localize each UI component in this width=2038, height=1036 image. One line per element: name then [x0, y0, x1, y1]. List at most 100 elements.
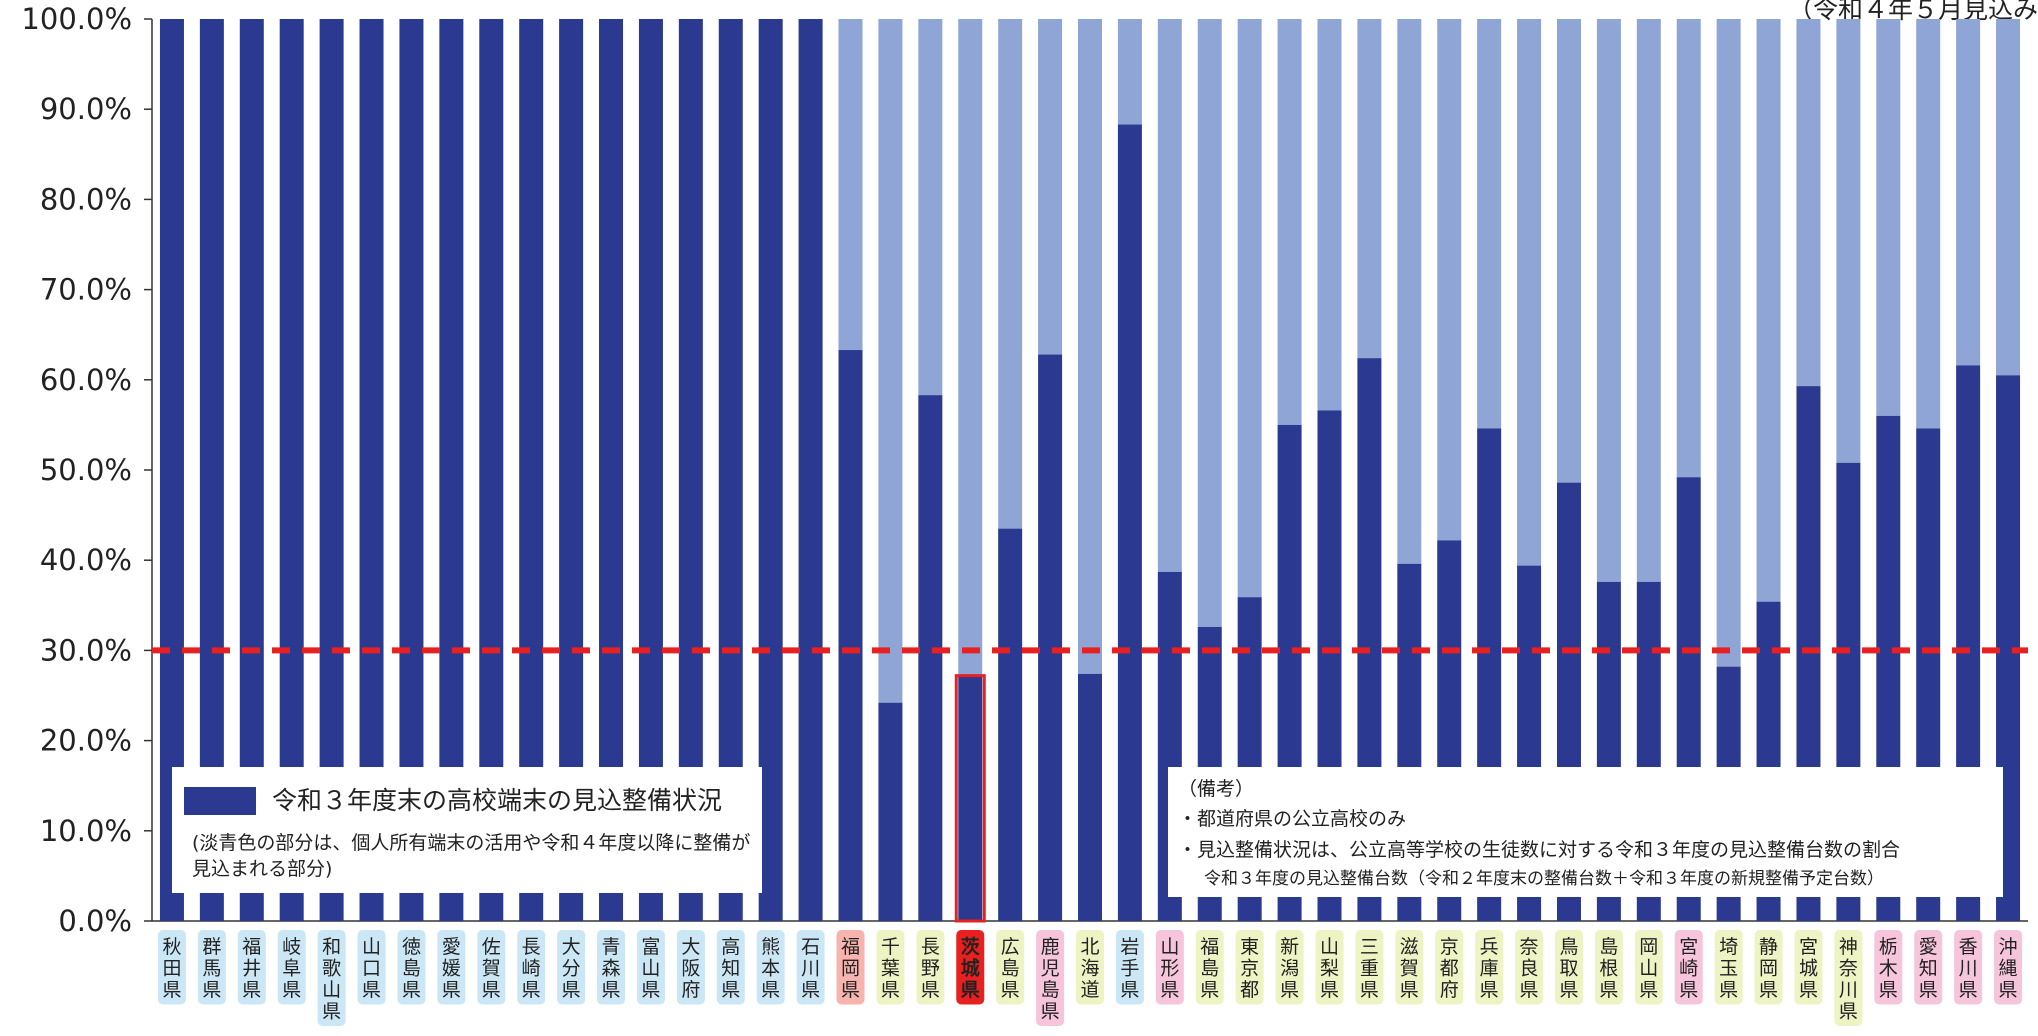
x-tick-label: 香川県 — [1959, 936, 1978, 1001]
x-label-background — [1195, 930, 1224, 1005]
x-label-background — [357, 930, 386, 1005]
x-label-background — [477, 930, 506, 1005]
bar-planned — [1876, 19, 1901, 416]
highlight-frame — [954, 674, 986, 923]
x-tick-label: 徳島県 — [402, 936, 421, 1001]
x-label-background — [1076, 930, 1104, 1005]
x-label-background — [1036, 930, 1065, 1026]
bar-planned — [878, 19, 903, 703]
bar-planned — [1836, 19, 1861, 463]
x-tick-label: 富山県 — [641, 936, 660, 1001]
x-tick-label: 福岡県 — [841, 936, 860, 1001]
bar-planned — [1078, 19, 1102, 674]
bar-planned — [838, 19, 863, 351]
bar-equipped — [1038, 354, 1063, 921]
y-tick-label: 0.0% — [58, 904, 132, 938]
x-tick-label: 千葉県 — [881, 936, 900, 1001]
x-label-background — [916, 930, 945, 1005]
x-tick-label: 愛知県 — [1919, 936, 1938, 1001]
x-tick-label: 岡山県 — [1639, 936, 1658, 1001]
x-tick-label: 宮城県 — [1799, 936, 1818, 1001]
x-label-background — [557, 930, 586, 1005]
bar-equipped — [918, 395, 943, 921]
y-tick-label: 40.0% — [40, 543, 132, 577]
bar-equipped — [1117, 124, 1142, 921]
x-label-background — [1235, 930, 1264, 1005]
bar-equipped — [958, 675, 983, 921]
x-tick-label: 福島県 — [1200, 936, 1219, 1001]
x-label-background — [1554, 930, 1583, 1005]
bar-planned — [1397, 19, 1422, 564]
x-label-background — [1475, 930, 1504, 1005]
x-tick-label: 高知県 — [721, 936, 740, 1001]
x-label-background — [517, 930, 546, 1005]
bar-planned — [1996, 19, 2021, 376]
x-label-background — [1874, 930, 1903, 1005]
legend: 令和３年度末の高校端末の見込整備状況 (淡青色の部分は、個人所有端末の活用や令和… — [172, 767, 762, 893]
x-tick-label: 宮崎県 — [1679, 936, 1698, 1001]
x-tick-label: 岐阜県 — [282, 936, 301, 1001]
bar-planned — [1517, 19, 1542, 566]
y-axis: 0.0% 10.0% 20.0% 30.0% 40.0% 50.0% 60.0% 70.0% 8… — [21, 2, 152, 938]
x-tick-label: 奈良県 — [1520, 936, 1539, 1001]
y-tick-label: 10.0% — [40, 814, 132, 848]
x-label-background — [1994, 930, 2023, 1005]
bar-planned — [1317, 19, 1342, 411]
y-tick-label: 90.0% — [40, 92, 132, 126]
x-tick-label: 福井県 — [242, 936, 261, 1001]
x-label-background — [397, 930, 426, 1005]
bar-planned — [1197, 19, 1222, 627]
x-label-background — [1834, 930, 1863, 1026]
x-label-background — [1594, 930, 1623, 1005]
x-tick-label: 佐賀県 — [482, 936, 501, 1001]
bar-planned — [1277, 19, 1302, 425]
x-label-background — [1794, 930, 1823, 1005]
x-label-background — [1395, 930, 1424, 1005]
x-label-background — [157, 930, 186, 1005]
y-tick-label: 80.0% — [40, 182, 132, 216]
bar-equipped — [998, 528, 1023, 921]
bar-equipped — [798, 19, 823, 921]
legend-title: 令和３年度末の高校端末の見込整備状況 — [272, 786, 723, 815]
x-tick-label: 長崎県 — [522, 936, 541, 1001]
bar-planned — [1117, 19, 1142, 125]
x-tick-label: 岩手県 — [1120, 936, 1139, 1001]
bar-planned — [1556, 19, 1581, 483]
notes-line-2: ・見込整備状況は、公立高等学校の生徒数に対する令和３年度の見込整備台数の割合 — [1178, 839, 1901, 861]
x-label-background — [1674, 930, 1703, 1005]
x-tick-label: 兵庫県 — [1480, 936, 1499, 1001]
x-label-background — [1115, 930, 1144, 1005]
bar-planned — [1756, 19, 1781, 602]
x-label-background — [1954, 930, 1983, 1005]
x-label-background — [277, 930, 306, 1005]
x-tick-label: 秋田県 — [162, 936, 181, 1001]
bar-equipped — [1078, 673, 1102, 921]
x-label-background — [1914, 930, 1943, 1005]
x-label-background — [1435, 930, 1464, 1005]
bar-planned — [998, 19, 1023, 529]
bar-equipped — [838, 350, 863, 921]
y-tick-label: 60.0% — [40, 363, 132, 397]
x-tick-label: 青森県 — [602, 936, 621, 1001]
x-label-background — [237, 930, 266, 1005]
bar-planned — [958, 19, 983, 676]
x-tick-label: 三重県 — [1360, 936, 1379, 1001]
x-label-background — [636, 930, 665, 1005]
bar-planned — [1956, 19, 1981, 366]
bar-planned — [1916, 19, 1941, 429]
x-label-background — [876, 930, 905, 1005]
bar-planned — [1157, 19, 1182, 572]
bar-planned — [1596, 19, 1621, 582]
x-label-background — [716, 930, 745, 1005]
x-tick-label: 石川県 — [801, 936, 820, 1001]
x-label-background — [756, 930, 785, 1005]
bar-planned — [1038, 19, 1063, 355]
x-tick-label: 滋賀県 — [1400, 936, 1419, 1001]
bar-planned — [1237, 19, 1262, 598]
x-label-background — [836, 930, 865, 1005]
x-tick-label: 長野県 — [921, 936, 940, 1001]
legend-swatch — [184, 787, 256, 815]
x-tick-label: 京都府 — [1440, 936, 1459, 1001]
x-label-background — [1714, 930, 1743, 1005]
x-label-background — [597, 930, 626, 1005]
